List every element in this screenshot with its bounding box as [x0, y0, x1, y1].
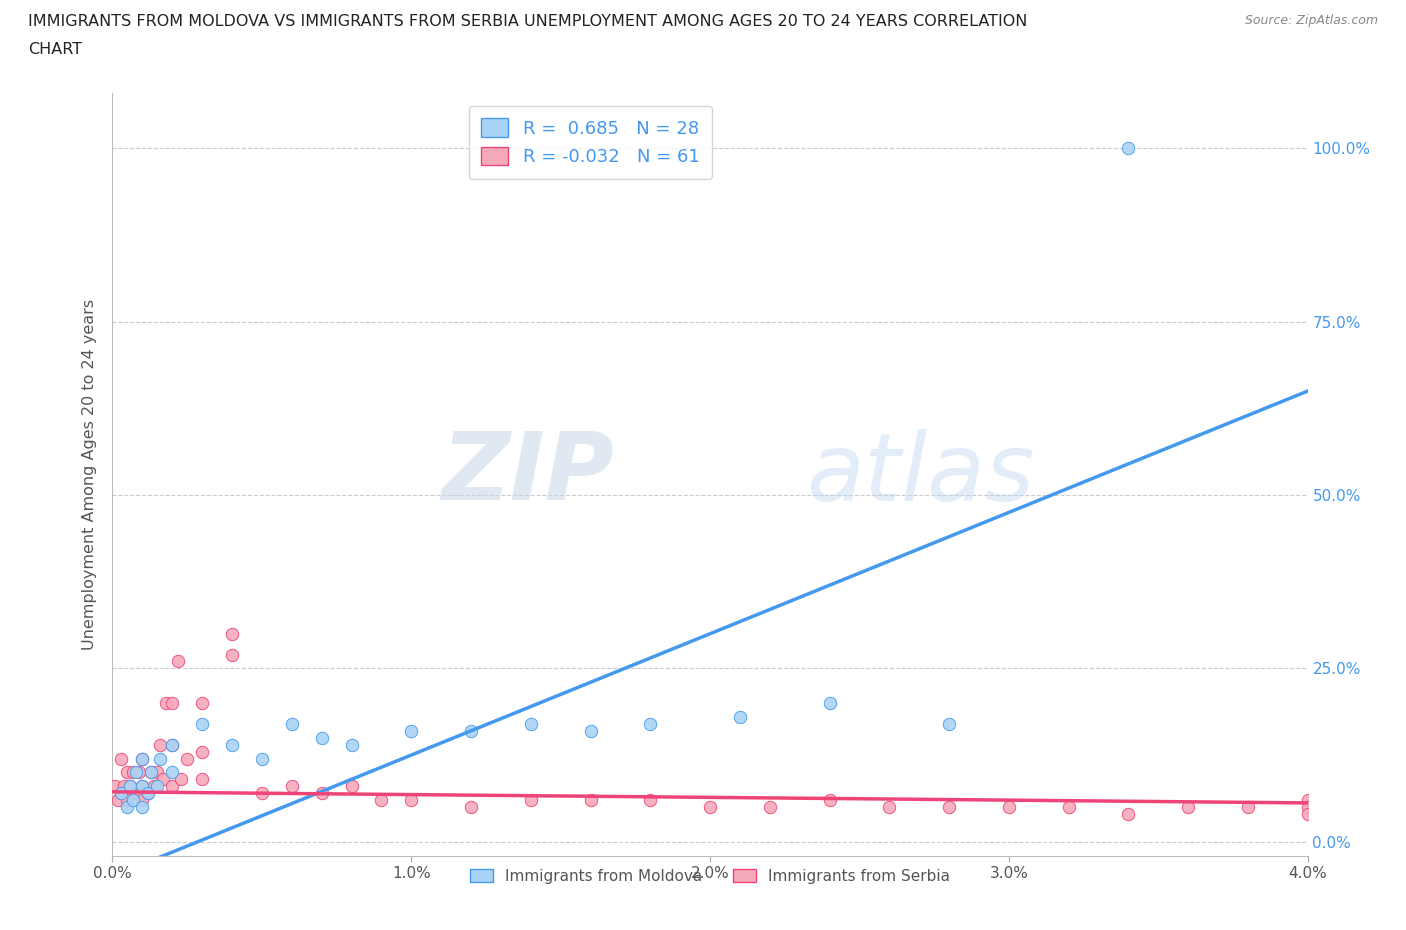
Point [128, 765, 150, 780]
Point [176, 751, 198, 766]
Point [131, 778, 153, 793]
Point [579, 792, 602, 807]
Point [141, 765, 163, 780]
Point [938, 716, 960, 731]
Point [122, 765, 145, 780]
Point [146, 778, 169, 793]
Point [141, 765, 163, 780]
Point [131, 778, 153, 793]
Point [998, 800, 1021, 815]
Point [340, 737, 363, 752]
Point [131, 792, 153, 807]
Point [107, 792, 129, 807]
Point [167, 654, 190, 669]
Point [122, 792, 145, 807]
Point [640, 792, 662, 807]
Point [170, 772, 193, 787]
Point [759, 800, 782, 815]
Text: IMMIGRANTS FROM MOLDOVA VS IMMIGRANTS FROM SERBIA UNEMPLOYMENT AMONG AGES 20 TO : IMMIGRANTS FROM MOLDOVA VS IMMIGRANTS FR… [28, 14, 1028, 29]
Point [818, 696, 841, 711]
Point [191, 696, 214, 711]
Point [520, 716, 543, 731]
Point [370, 792, 392, 807]
Point [401, 724, 423, 738]
Point [117, 792, 139, 807]
Point [221, 737, 243, 752]
Point [143, 778, 166, 793]
Point [162, 737, 183, 752]
Point [250, 786, 273, 801]
Text: atlas: atlas [806, 429, 1033, 520]
Point [120, 778, 142, 793]
Point [1296, 800, 1319, 815]
Point [281, 778, 304, 793]
Point [640, 716, 662, 731]
Text: ZIP: ZIP [441, 429, 614, 520]
Point [699, 800, 721, 815]
Point [460, 800, 482, 815]
Point [125, 765, 148, 780]
Point [1118, 806, 1140, 821]
Point [401, 792, 423, 807]
Point [579, 724, 602, 738]
Point [117, 800, 139, 815]
Point [131, 800, 153, 815]
Point [125, 786, 148, 801]
Point [138, 786, 160, 801]
Point [117, 765, 139, 780]
Point [460, 724, 482, 738]
Point [110, 786, 132, 801]
Legend: Immigrants from Moldova, Immigrants from Serbia: Immigrants from Moldova, Immigrants from… [464, 863, 956, 890]
Point [152, 772, 174, 787]
Point [162, 778, 183, 793]
Point [114, 778, 135, 793]
Point [250, 751, 273, 766]
Point [104, 778, 127, 793]
Point [110, 751, 132, 766]
Point [221, 647, 243, 662]
Point [149, 737, 172, 752]
Point [162, 765, 183, 780]
Point [131, 751, 153, 766]
Point [155, 696, 177, 711]
Point [818, 792, 841, 807]
Y-axis label: Unemployment Among Ages 20 to 24 years: Unemployment Among Ages 20 to 24 years [82, 299, 97, 650]
Point [120, 778, 142, 793]
Point [877, 800, 901, 815]
Point [938, 800, 960, 815]
Point [281, 716, 304, 731]
Point [191, 744, 214, 759]
Point [1118, 141, 1140, 156]
Point [311, 730, 333, 745]
Point [1177, 800, 1199, 815]
Point [110, 786, 132, 801]
Point [520, 792, 543, 807]
Point [1237, 800, 1260, 815]
Point [340, 778, 363, 793]
Point [221, 626, 243, 641]
Point [149, 751, 172, 766]
Point [146, 765, 169, 780]
Point [131, 751, 153, 766]
Point [162, 737, 183, 752]
Point [1296, 792, 1319, 807]
Point [191, 716, 214, 731]
Point [311, 786, 333, 801]
Point [1057, 800, 1080, 815]
Point [728, 710, 751, 724]
Text: CHART: CHART [28, 42, 82, 57]
Text: Source: ZipAtlas.com: Source: ZipAtlas.com [1244, 14, 1378, 27]
Point [162, 696, 183, 711]
Point [191, 772, 214, 787]
Point [1296, 806, 1319, 821]
Point [138, 786, 160, 801]
